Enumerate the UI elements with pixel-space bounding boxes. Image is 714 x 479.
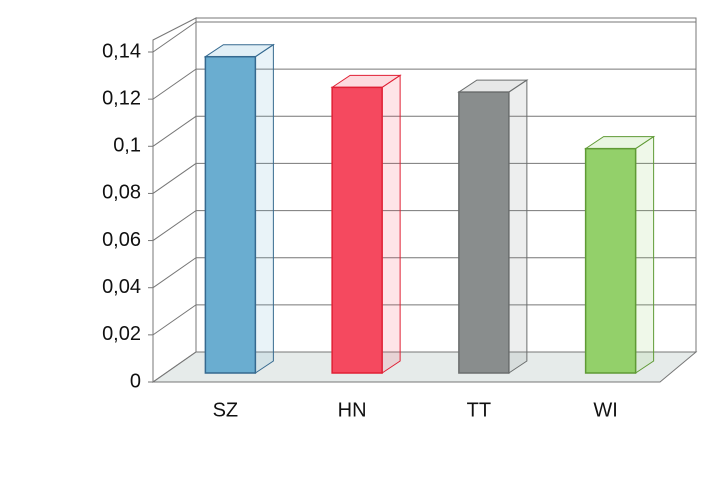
x-tick-label: WI — [593, 399, 617, 421]
bar — [331, 86, 383, 374]
grid-line — [152, 351, 696, 383]
grid-line — [152, 257, 696, 289]
grid-line — [152, 68, 696, 100]
y-tick-label: 0,12 — [102, 87, 141, 109]
bar-side — [381, 74, 401, 374]
y-tick-label: 0,14 — [102, 40, 141, 62]
x-tick-label: SZ — [213, 399, 239, 421]
y-tick-label: 0,02 — [102, 323, 141, 345]
y-tick-label: 0 — [130, 370, 141, 392]
bar-side — [508, 79, 528, 374]
y-tick-label: 0,1 — [113, 135, 141, 157]
x-tick-label: HN — [338, 399, 367, 421]
grid-line — [152, 21, 696, 53]
grid-line — [152, 304, 696, 336]
bar — [204, 55, 257, 374]
grid-line — [152, 162, 696, 194]
x-tick-label: TT — [467, 399, 491, 421]
y-tick-label: 0,06 — [102, 229, 141, 251]
y-tick-label: 0,08 — [102, 182, 141, 204]
bar — [584, 147, 637, 374]
side-wall — [152, 17, 197, 383]
bar-side — [635, 135, 655, 374]
grid-line — [152, 210, 696, 241]
grid-line — [152, 115, 696, 147]
bar-side — [254, 43, 274, 374]
bar — [458, 91, 510, 374]
y-tick-label: 0,04 — [102, 276, 141, 298]
